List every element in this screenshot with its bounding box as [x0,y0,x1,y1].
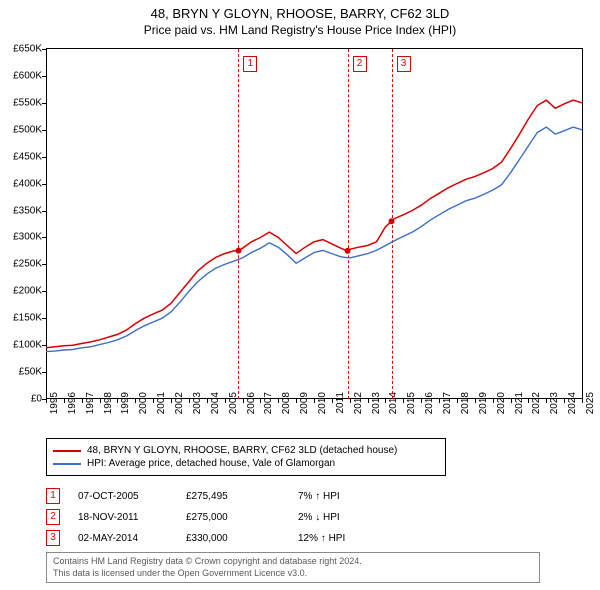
event-price: £275,495 [186,491,298,502]
y-tick-label: £50K [0,367,42,378]
event-row: 3 02-MAY-2014 £330,000 12% ↑ HPI [46,530,378,546]
footer-line1: Contains HM Land Registry data © Crown c… [53,556,533,568]
legend-item-subject: 48, BRYN Y GLOYN, RHOOSE, BARRY, CF62 3L… [53,445,439,456]
y-tick-label: £350K [0,205,42,216]
legend-swatch-hpi [53,463,81,465]
y-tick-label: £550K [0,97,42,108]
y-tick-label: £300K [0,232,42,243]
event-date: 07-OCT-2005 [78,491,186,502]
legend-label-hpi: HPI: Average price, detached house, Vale… [87,458,335,469]
footer-line2: This data is licensed under the Open Gov… [53,568,533,580]
event-price: £330,000 [186,533,298,544]
event-delta: 2% ↓ HPI [298,512,378,523]
y-tick-label: £0 [0,394,42,405]
y-tick-label: £150K [0,313,42,324]
legend-swatch-subject [53,450,81,452]
event-date: 18-NOV-2011 [78,512,186,523]
legend-item-hpi: HPI: Average price, detached house, Vale… [53,458,439,469]
legend-label-subject: 48, BRYN Y GLOYN, RHOOSE, BARRY, CF62 3L… [87,445,397,456]
event-marker: 1 [46,488,60,504]
series-marker [389,218,395,224]
y-tick-label: £450K [0,151,42,162]
legend: 48, BRYN Y GLOYN, RHOOSE, BARRY, CF62 3L… [46,438,446,476]
y-tick-label: £250K [0,259,42,270]
y-tick-label: £500K [0,124,42,135]
chart-area: £0£50K£100K£150K£200K£250K£300K£350K£400… [46,48,583,399]
series-marker [345,248,351,254]
event-row: 2 18-NOV-2011 £275,000 2% ↓ HPI [46,509,378,525]
chart-subtitle: Price paid vs. HM Land Registry's House … [0,23,600,37]
price-chart-page: 48, BRYN Y GLOYN, RHOOSE, BARRY, CF62 3L… [0,0,600,590]
y-tick-label: £200K [0,286,42,297]
plot-svg [46,49,582,399]
y-tick-label: £600K [0,70,42,81]
event-price: £275,000 [186,512,298,523]
event-delta: 12% ↑ HPI [298,533,378,544]
y-tick-label: £100K [0,340,42,351]
event-row: 1 07-OCT-2005 £275,495 7% ↑ HPI [46,488,378,504]
y-tick-label: £400K [0,178,42,189]
series-subject [46,100,582,348]
event-marker: 3 [46,530,60,546]
event-table: 1 07-OCT-2005 £275,495 7% ↑ HPI 2 18-NOV… [46,483,378,551]
x-tick-label: 2025 [585,392,596,424]
event-marker: 2 [46,509,60,525]
titles: 48, BRYN Y GLOYN, RHOOSE, BARRY, CF62 3L… [0,0,600,37]
series-marker [235,248,241,254]
event-delta: 7% ↑ HPI [298,491,378,502]
footer-attribution: Contains HM Land Registry data © Crown c… [46,552,540,583]
y-tick-label: £650K [0,44,42,55]
event-date: 02-MAY-2014 [78,533,186,544]
chart-title: 48, BRYN Y GLOYN, RHOOSE, BARRY, CF62 3L… [0,6,600,21]
